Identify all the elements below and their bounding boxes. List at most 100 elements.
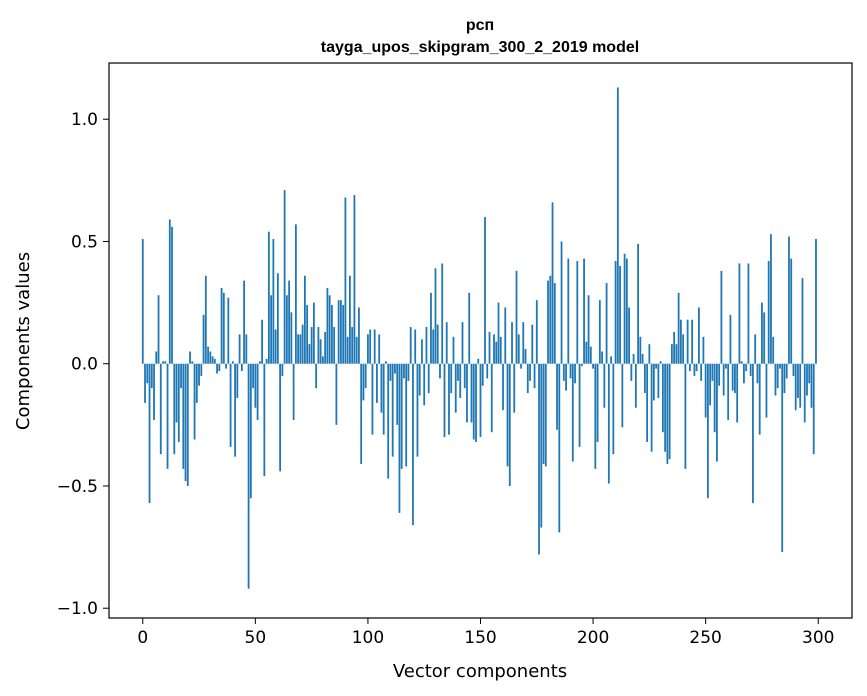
bar (650, 363, 653, 452)
bar (193, 363, 196, 440)
bar (470, 363, 473, 423)
bar (312, 302, 315, 364)
bar (502, 363, 504, 411)
bar (146, 363, 149, 384)
bar (630, 363, 633, 381)
bar (240, 363, 243, 372)
bar (529, 363, 531, 381)
bar (326, 287, 329, 364)
bar (799, 363, 802, 408)
bar (297, 334, 300, 364)
bar (707, 363, 709, 499)
bar (556, 363, 558, 430)
bar (601, 351, 603, 364)
bar (538, 363, 540, 555)
bar (682, 334, 685, 364)
bar (321, 356, 324, 364)
bar (247, 363, 250, 589)
bar (747, 263, 750, 364)
bar (367, 334, 369, 364)
bar (607, 363, 610, 484)
bar (565, 363, 567, 391)
bar (472, 363, 475, 440)
bar (704, 363, 707, 418)
bar (797, 363, 799, 398)
bar (815, 239, 817, 364)
bar (423, 363, 426, 406)
bar (238, 334, 241, 364)
bar (740, 361, 743, 364)
bar (358, 307, 360, 364)
bar (466, 363, 468, 423)
bar (641, 353, 644, 364)
bar (306, 305, 309, 364)
bar (441, 263, 444, 364)
bar (776, 363, 779, 389)
bar (159, 363, 162, 455)
bar (718, 363, 721, 386)
bar (576, 261, 579, 364)
bar (299, 334, 302, 364)
bar (785, 363, 788, 379)
bar (668, 363, 671, 460)
bar (628, 307, 630, 364)
bar (531, 324, 534, 364)
bar (569, 363, 572, 379)
bar (213, 358, 216, 364)
bar (515, 270, 518, 364)
bar (486, 363, 489, 379)
bar (497, 302, 500, 364)
bar (596, 363, 599, 442)
bar (310, 327, 313, 364)
bar (468, 292, 471, 364)
bar (222, 292, 225, 364)
bar (553, 283, 556, 364)
bar (209, 351, 212, 364)
bar (610, 356, 612, 364)
bar (387, 363, 390, 479)
chart-subtitle: tayga_upos_skipgram_300_2_2019 model (321, 39, 639, 56)
bar (567, 258, 570, 364)
bar (585, 341, 588, 364)
bar (657, 363, 660, 398)
bar (317, 327, 320, 364)
bar (736, 363, 739, 423)
bar (324, 331, 327, 364)
bar (477, 358, 480, 364)
bar (355, 336, 358, 364)
bar (688, 363, 691, 372)
bar (254, 363, 257, 408)
x-tick-label: 0 (137, 628, 148, 648)
bar (774, 363, 777, 396)
bar (738, 263, 741, 364)
bar (245, 334, 248, 364)
bars-group (141, 87, 817, 589)
bar (349, 275, 351, 364)
bar (229, 363, 232, 447)
bar (403, 363, 405, 379)
bar (749, 363, 752, 376)
bar (353, 195, 356, 364)
bar (713, 363, 716, 433)
bar (191, 361, 194, 364)
x-tick-label: 300 (802, 628, 834, 648)
bar (425, 327, 428, 364)
bar (560, 241, 563, 364)
bar (598, 300, 601, 364)
bar (698, 307, 700, 364)
bar (398, 363, 401, 513)
bar (695, 363, 698, 372)
bar (270, 295, 273, 364)
bar (479, 363, 482, 438)
bar (162, 361, 164, 364)
bar (439, 363, 441, 379)
bar (198, 363, 200, 386)
bar (168, 219, 171, 364)
bar (405, 363, 408, 467)
bar (702, 336, 705, 364)
bar (520, 363, 522, 369)
bar (812, 363, 815, 455)
bar (166, 363, 169, 469)
bar (337, 300, 340, 364)
bar (265, 358, 268, 364)
